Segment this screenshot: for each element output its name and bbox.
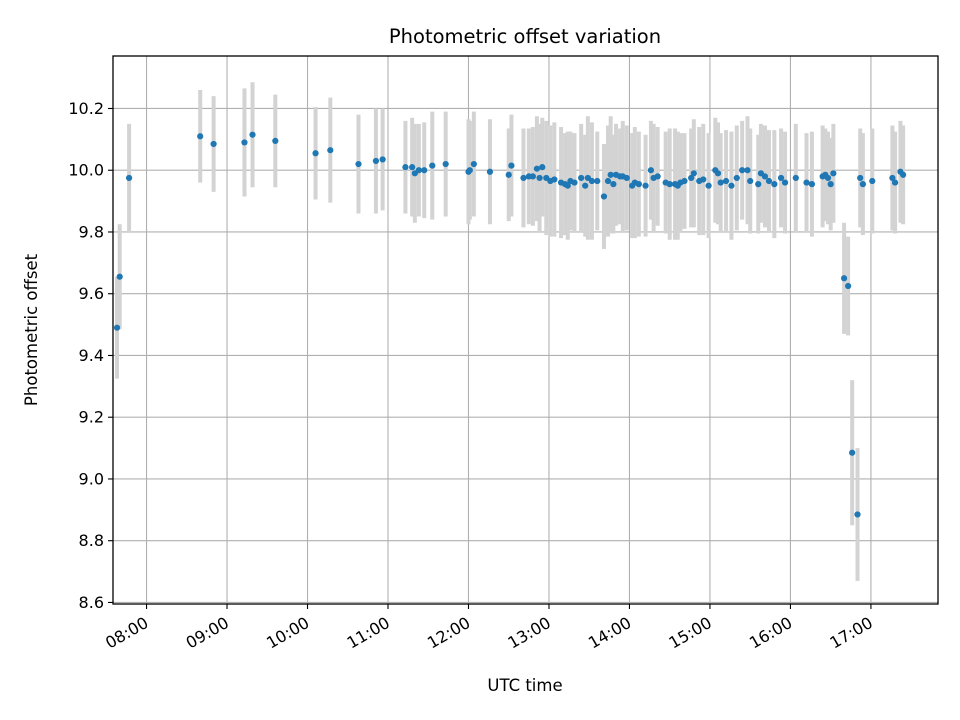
data-point [869,177,876,185]
data-point [125,174,133,182]
data-point [642,182,649,189]
data-point [571,179,578,186]
data-point [197,133,204,140]
data-point [409,164,416,171]
data-point [594,177,601,185]
data-point [551,176,558,183]
data-point [241,139,248,146]
data-point [728,182,735,189]
data-point [688,174,695,182]
data-point [859,181,866,188]
data-point [771,181,778,188]
data-point [722,177,730,185]
y-axis-ticks: 8.6 8.8 9.0 9.2 9.4 9.6 9.8 10.0 10.2 [68,99,113,612]
data-point [421,167,428,174]
y-tick-label: 9.0 [79,469,104,488]
data-point [777,174,785,182]
data-point [827,181,834,188]
data-point [536,174,543,182]
data-point [900,171,907,178]
data-point [700,176,707,183]
data-point [849,449,856,456]
data-point [765,177,773,185]
data-point [845,282,852,290]
data-point [533,165,541,172]
data-point [578,174,585,182]
y-tick-label: 8.6 [79,593,104,612]
data-point [803,179,810,186]
data-point [889,174,896,182]
data-point [744,167,751,174]
data-points [113,131,907,518]
data-point [830,170,837,177]
data-point [415,167,422,174]
data-point [854,511,861,518]
y-tick-label: 8.8 [79,531,104,550]
data-point [529,173,536,180]
data-point [470,160,477,168]
data-point [666,181,673,188]
data-point [647,167,655,174]
y-tick-label: 10.2 [68,99,104,118]
data-point [891,179,899,186]
data-point [505,171,512,178]
y-axis-title: Photometric offset [22,253,41,406]
data-point [824,174,832,182]
data-point [792,174,799,182]
data-point [857,174,864,182]
data-point [761,173,769,180]
data-point [604,177,612,185]
data-point [486,168,494,175]
data-point [402,164,409,171]
data-point [355,160,362,168]
data-point [582,182,589,189]
data-point [690,170,697,177]
y-tick-label: 9.6 [79,284,104,303]
x-axis-title: UTC time [487,676,562,695]
data-point [539,164,546,171]
data-point [610,181,617,188]
data-point [781,179,789,186]
plot-area-frame [112,55,939,605]
data-point [429,162,436,169]
data-point [600,193,608,200]
data-point [249,131,256,138]
data-point [466,167,473,174]
y-tick-label: 9.8 [79,222,104,241]
data-point [733,174,740,182]
y-tick-label: 9.2 [79,408,104,427]
data-point [755,181,762,188]
y-tick-label: 9.4 [79,346,104,365]
data-point [588,177,596,185]
data-point [840,275,848,282]
data-point [442,160,449,168]
data-point [747,177,754,185]
data-point [379,156,386,163]
data-point [312,150,319,157]
data-point [113,324,121,331]
data-point [635,181,642,188]
data-point [739,167,746,174]
data-point [654,173,661,180]
data-point [520,174,527,182]
data-point [116,273,123,280]
chart-title: Photometric offset variation [389,25,661,48]
data-point [623,174,630,182]
data-point [705,182,712,189]
data-point [508,162,515,169]
data-point [272,137,279,145]
data-point [327,147,334,154]
data-point [808,181,816,188]
data-point [681,177,688,185]
y-tick-label: 10.0 [68,161,104,180]
data-point [717,179,724,186]
data-point [564,182,571,189]
data-point [607,171,614,178]
data-point [210,140,217,148]
data-point [714,170,722,177]
data-point [372,157,380,165]
